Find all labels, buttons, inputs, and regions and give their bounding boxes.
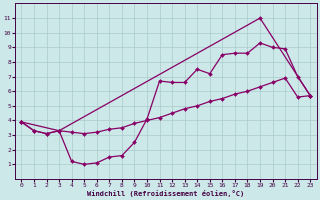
X-axis label: Windchill (Refroidissement éolien,°C): Windchill (Refroidissement éolien,°C) <box>87 190 244 197</box>
